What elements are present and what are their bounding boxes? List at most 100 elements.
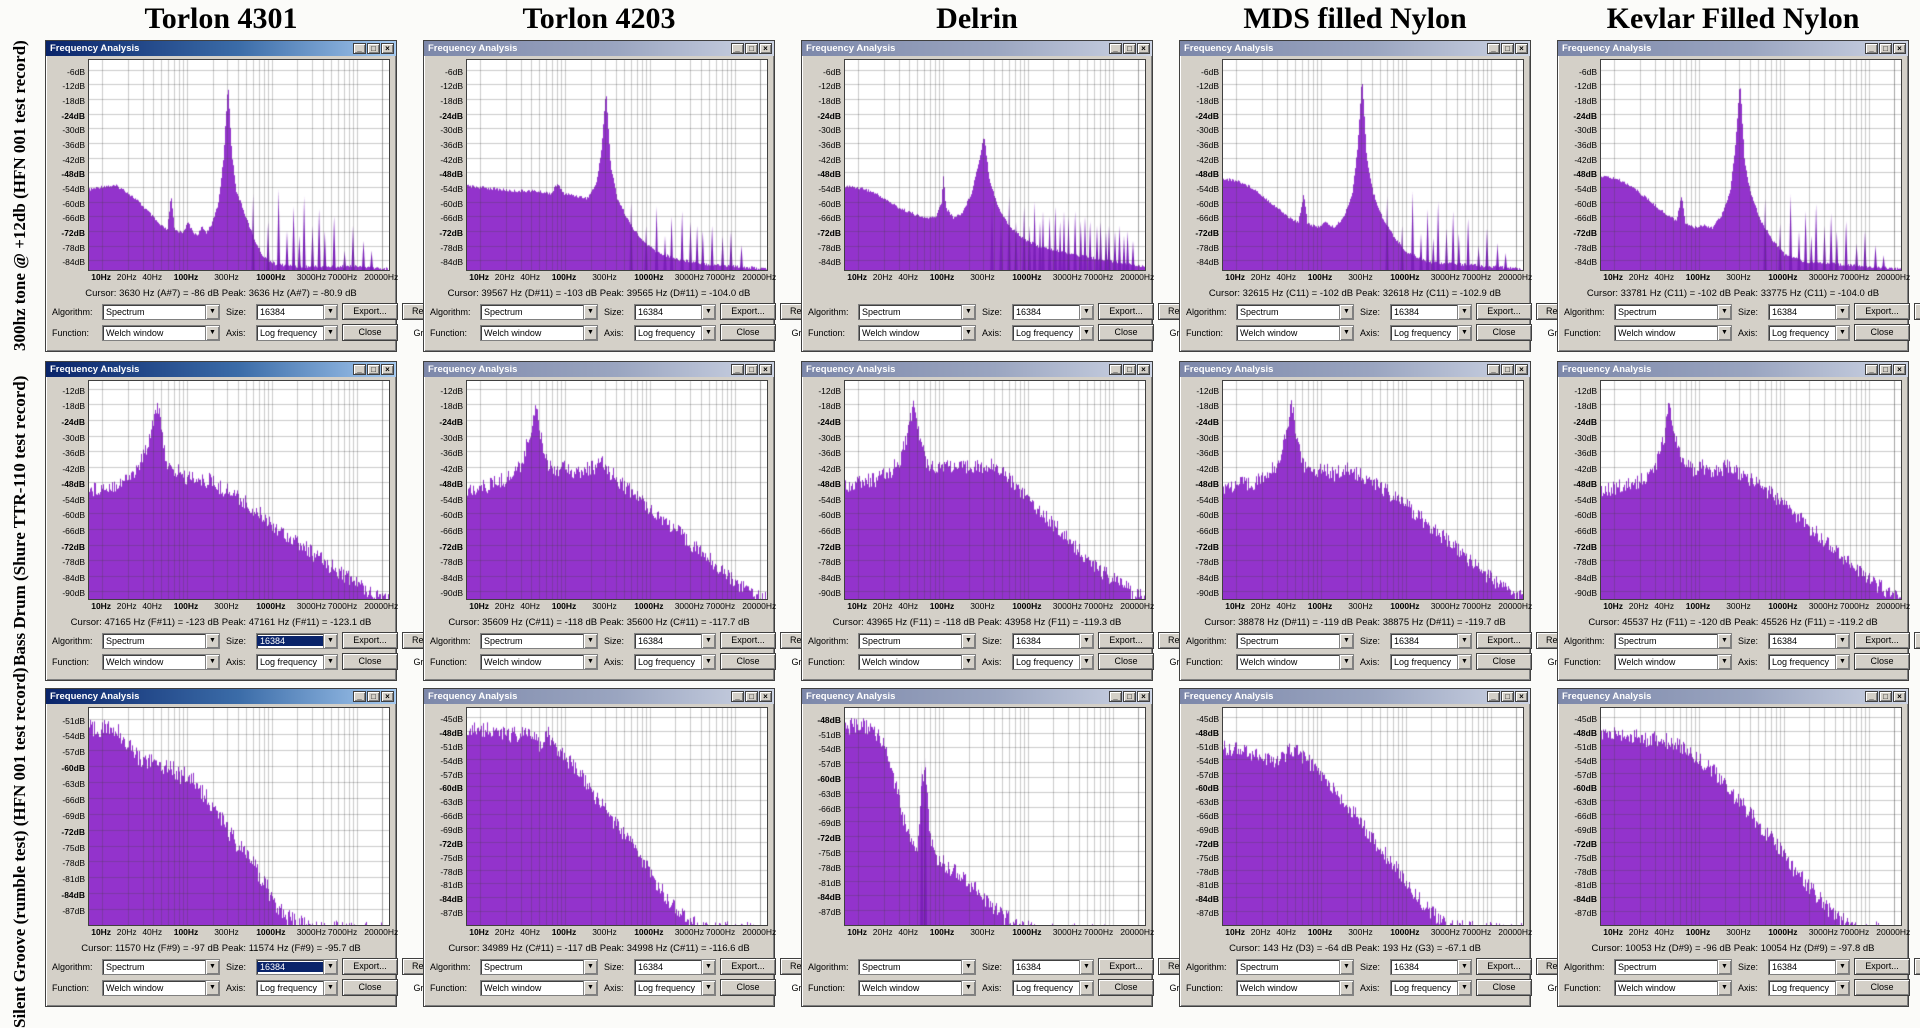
minimize-button[interactable]: _ bbox=[1109, 43, 1122, 54]
window-titlebar[interactable]: Frequency Analysis _ □ × bbox=[1180, 362, 1530, 377]
minimize-button[interactable]: _ bbox=[1865, 43, 1878, 54]
spectrum-plot[interactable] bbox=[844, 59, 1146, 271]
function-select[interactable]: Welch window ▼ bbox=[102, 324, 220, 341]
dropdown-arrow-icon[interactable]: ▼ bbox=[1457, 325, 1471, 340]
replot-button[interactable]: Replot bbox=[1914, 303, 1920, 320]
maximize-button[interactable]: □ bbox=[367, 364, 380, 375]
dropdown-arrow-icon[interactable]: ▼ bbox=[583, 304, 597, 319]
maximize-button[interactable]: □ bbox=[1123, 43, 1136, 54]
close-dialog-button[interactable]: Close bbox=[1854, 653, 1910, 670]
close-dialog-button[interactable]: Close bbox=[1098, 979, 1154, 996]
dropdown-arrow-icon[interactable]: ▼ bbox=[1717, 980, 1731, 995]
dropdown-arrow-icon[interactable]: ▼ bbox=[323, 959, 337, 974]
dropdown-arrow-icon[interactable]: ▼ bbox=[701, 633, 715, 648]
export-button[interactable]: Export... bbox=[1098, 958, 1154, 975]
spectrum-plot[interactable] bbox=[1222, 707, 1524, 926]
dropdown-arrow-icon[interactable]: ▼ bbox=[1835, 325, 1849, 340]
dropdown-arrow-icon[interactable]: ▼ bbox=[205, 654, 219, 669]
dropdown-arrow-icon[interactable]: ▼ bbox=[961, 980, 975, 995]
axis-select[interactable]: Log frequency ▼ bbox=[256, 324, 338, 341]
function-select[interactable]: Welch window ▼ bbox=[858, 653, 976, 670]
dropdown-arrow-icon[interactable]: ▼ bbox=[701, 654, 715, 669]
size-select[interactable]: 16384 ▼ bbox=[1012, 303, 1094, 320]
algorithm-select[interactable]: Spectrum ▼ bbox=[1614, 303, 1732, 320]
close-button[interactable]: × bbox=[1137, 364, 1150, 375]
dropdown-arrow-icon[interactable]: ▼ bbox=[1079, 633, 1093, 648]
function-select[interactable]: Welch window ▼ bbox=[1236, 324, 1354, 341]
maximize-button[interactable]: □ bbox=[745, 691, 758, 702]
maximize-button[interactable]: □ bbox=[745, 364, 758, 375]
maximize-button[interactable]: □ bbox=[367, 691, 380, 702]
maximize-button[interactable]: □ bbox=[1879, 691, 1892, 702]
export-button[interactable]: Export... bbox=[720, 958, 776, 975]
axis-select[interactable]: Log frequency ▼ bbox=[1390, 324, 1472, 341]
window-titlebar[interactable]: Frequency Analysis _ □ × bbox=[1180, 41, 1530, 56]
dropdown-arrow-icon[interactable]: ▼ bbox=[323, 654, 337, 669]
window-titlebar[interactable]: Frequency Analysis _ □ × bbox=[1558, 689, 1908, 704]
dropdown-arrow-icon[interactable]: ▼ bbox=[1717, 325, 1731, 340]
size-select[interactable]: 16384 ▼ bbox=[1768, 958, 1850, 975]
export-button[interactable]: Export... bbox=[1854, 303, 1910, 320]
dropdown-arrow-icon[interactable]: ▼ bbox=[323, 633, 337, 648]
close-dialog-button[interactable]: Close bbox=[1476, 979, 1532, 996]
dropdown-arrow-icon[interactable]: ▼ bbox=[1835, 633, 1849, 648]
axis-select[interactable]: Log frequency ▼ bbox=[1012, 979, 1094, 996]
minimize-button[interactable]: _ bbox=[1865, 364, 1878, 375]
close-button[interactable]: × bbox=[1515, 691, 1528, 702]
replot-button[interactable]: Replot bbox=[1914, 632, 1920, 649]
close-dialog-button[interactable]: Close bbox=[342, 979, 398, 996]
spectrum-plot[interactable] bbox=[1600, 380, 1902, 600]
algorithm-select[interactable]: Spectrum ▼ bbox=[858, 632, 976, 649]
export-button[interactable]: Export... bbox=[1854, 958, 1910, 975]
minimize-button[interactable]: _ bbox=[353, 691, 366, 702]
function-select[interactable]: Welch window ▼ bbox=[1236, 653, 1354, 670]
minimize-button[interactable]: _ bbox=[731, 364, 744, 375]
window-titlebar[interactable]: Frequency Analysis _ □ × bbox=[46, 689, 396, 704]
axis-select[interactable]: Log frequency ▼ bbox=[1768, 324, 1850, 341]
size-select[interactable]: 16384 ▼ bbox=[1390, 958, 1472, 975]
function-select[interactable]: Welch window ▼ bbox=[480, 979, 598, 996]
algorithm-select[interactable]: Spectrum ▼ bbox=[480, 632, 598, 649]
close-dialog-button[interactable]: Close bbox=[1854, 324, 1910, 341]
algorithm-select[interactable]: Spectrum ▼ bbox=[480, 958, 598, 975]
dropdown-arrow-icon[interactable]: ▼ bbox=[583, 633, 597, 648]
size-select[interactable]: 16384 ▼ bbox=[1012, 632, 1094, 649]
dropdown-arrow-icon[interactable]: ▼ bbox=[961, 633, 975, 648]
window-titlebar[interactable]: Frequency Analysis _ □ × bbox=[424, 362, 774, 377]
window-titlebar[interactable]: Frequency Analysis _ □ × bbox=[424, 41, 774, 56]
function-select[interactable]: Welch window ▼ bbox=[1614, 979, 1732, 996]
algorithm-select[interactable]: Spectrum ▼ bbox=[1236, 632, 1354, 649]
function-select[interactable]: Welch window ▼ bbox=[480, 324, 598, 341]
maximize-button[interactable]: □ bbox=[1501, 364, 1514, 375]
dropdown-arrow-icon[interactable]: ▼ bbox=[323, 980, 337, 995]
dropdown-arrow-icon[interactable]: ▼ bbox=[1717, 633, 1731, 648]
function-select[interactable]: Welch window ▼ bbox=[1236, 979, 1354, 996]
dropdown-arrow-icon[interactable]: ▼ bbox=[701, 980, 715, 995]
dropdown-arrow-icon[interactable]: ▼ bbox=[1457, 633, 1471, 648]
close-button[interactable]: × bbox=[1893, 691, 1906, 702]
window-titlebar[interactable]: Frequency Analysis _ □ × bbox=[46, 41, 396, 56]
size-select[interactable]: 16384 ▼ bbox=[1390, 632, 1472, 649]
window-titlebar[interactable]: Frequency Analysis _ □ × bbox=[1558, 41, 1908, 56]
dropdown-arrow-icon[interactable]: ▼ bbox=[1457, 304, 1471, 319]
size-select[interactable]: 16384 ▼ bbox=[634, 632, 716, 649]
algorithm-select[interactable]: Spectrum ▼ bbox=[480, 303, 598, 320]
dropdown-arrow-icon[interactable]: ▼ bbox=[961, 654, 975, 669]
window-titlebar[interactable]: Frequency Analysis _ □ × bbox=[424, 689, 774, 704]
function-select[interactable]: Welch window ▼ bbox=[102, 653, 220, 670]
size-select[interactable]: 16384 ▼ bbox=[1768, 303, 1850, 320]
size-select[interactable]: 16384 ▼ bbox=[634, 303, 716, 320]
spectrum-plot[interactable] bbox=[1222, 59, 1524, 271]
window-titlebar[interactable]: Frequency Analysis _ □ × bbox=[46, 362, 396, 377]
close-dialog-button[interactable]: Close bbox=[1476, 653, 1532, 670]
dropdown-arrow-icon[interactable]: ▼ bbox=[1339, 304, 1353, 319]
axis-select[interactable]: Log frequency ▼ bbox=[1012, 324, 1094, 341]
window-titlebar[interactable]: Frequency Analysis _ □ × bbox=[802, 362, 1152, 377]
dropdown-arrow-icon[interactable]: ▼ bbox=[961, 325, 975, 340]
algorithm-select[interactable]: Spectrum ▼ bbox=[1236, 303, 1354, 320]
axis-select[interactable]: Log frequency ▼ bbox=[256, 653, 338, 670]
dropdown-arrow-icon[interactable]: ▼ bbox=[1339, 959, 1353, 974]
size-select[interactable]: 16384 ▼ bbox=[1012, 958, 1094, 975]
minimize-button[interactable]: _ bbox=[1109, 364, 1122, 375]
maximize-button[interactable]: □ bbox=[367, 43, 380, 54]
